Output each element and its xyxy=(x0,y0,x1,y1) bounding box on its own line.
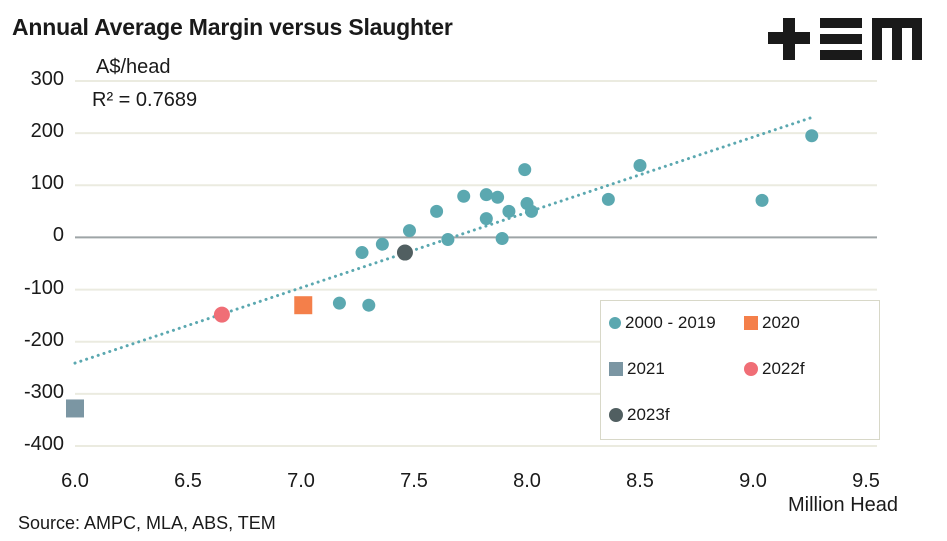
legend-item-2020: 2020 xyxy=(744,313,800,333)
data-point-2000-2019 xyxy=(633,158,647,172)
data-point-2000-2019 xyxy=(525,204,539,218)
data-point-2000-2019 xyxy=(479,212,493,226)
data-point-2000-2019 xyxy=(805,129,819,143)
x-tick-label: 9.5 xyxy=(852,470,880,492)
legend-marker-circle xyxy=(744,362,758,376)
data-point-2023f xyxy=(396,244,413,261)
y-tick-label: 300 xyxy=(30,68,64,90)
data-point-2000-2019 xyxy=(430,204,444,218)
legend-label: 2000 - 2019 xyxy=(625,313,716,332)
r-squared-annotation: R² = 0.7689 xyxy=(92,89,198,111)
data-point-2000-2019 xyxy=(332,296,346,310)
y-tick-label: -300 xyxy=(23,380,64,403)
y-tick-label: -100 xyxy=(23,276,64,299)
legend-item-2021: 2021 xyxy=(609,359,665,379)
x-tick-label: 7.5 xyxy=(400,470,428,492)
logo-e-mid xyxy=(820,34,862,44)
legend-item-2000-2019: 2000 - 2019 xyxy=(609,313,716,333)
legend-item-2023f: 2023f xyxy=(609,405,670,425)
logo-plus-vertical xyxy=(783,18,795,60)
legend-marker-circle xyxy=(609,408,623,422)
data-point-2000-2019 xyxy=(495,231,509,245)
trendline xyxy=(73,116,814,365)
legend-marker-square xyxy=(609,362,623,376)
x-tick-label: 9.0 xyxy=(739,470,767,492)
y-tick-label: -400 xyxy=(23,433,64,455)
legend-label: 2020 xyxy=(762,313,800,332)
data-point-2022f xyxy=(213,306,230,323)
data-point-2000-2019 xyxy=(518,163,532,177)
tem-logo-icon xyxy=(768,18,922,60)
data-point-2000-2019 xyxy=(362,298,376,312)
data-point-2000-2019 xyxy=(491,190,505,204)
data-point-2000-2019 xyxy=(441,233,455,247)
y-tick-label: 0 xyxy=(52,224,64,247)
chart-title: Annual Average Margin versus Slaughter xyxy=(12,14,453,40)
x-tick-label: 6.5 xyxy=(174,470,202,492)
x-tick-label: 6.0 xyxy=(61,470,89,492)
legend-label: 2022f xyxy=(762,359,805,378)
legend-marker-square xyxy=(744,316,758,330)
y-tick-label: -200 xyxy=(23,328,64,351)
logo-e-bottom xyxy=(820,50,862,60)
data-point-2021 xyxy=(66,399,84,418)
data-point-2000-2019 xyxy=(479,188,493,202)
x-tick-label: 8.5 xyxy=(626,470,654,492)
data-point-2000-2019 xyxy=(502,204,516,218)
legend: 2000 - 2019 2020 2021 2022f 2023f xyxy=(600,300,880,440)
legend-item-2022f: 2022f xyxy=(744,359,805,379)
y-tick-label: 100 xyxy=(30,172,64,195)
data-point-2000-2019 xyxy=(457,189,471,203)
y-axis-unit-label: A$/head xyxy=(96,56,171,78)
logo-m xyxy=(872,18,922,60)
data-point-2000-2019 xyxy=(601,192,615,206)
data-point-2020 xyxy=(294,296,313,315)
source-note: Source: AMPC, MLA, ABS, TEM xyxy=(18,513,276,533)
legend-marker-circle xyxy=(609,317,621,329)
y-tick-label: 200 xyxy=(30,120,64,143)
data-point-2000-2019 xyxy=(755,193,769,207)
x-tick-label: 8.0 xyxy=(513,470,541,492)
data-point-2000-2019 xyxy=(355,246,369,260)
legend-label: 2023f xyxy=(627,405,670,424)
x-axis-label: Million Head xyxy=(788,494,899,516)
logo-e-top xyxy=(820,18,862,28)
data-point-2000-2019 xyxy=(375,237,389,251)
x-tick-label: 7.0 xyxy=(287,470,315,492)
legend-label: 2021 xyxy=(627,359,665,378)
data-point-2000-2019 xyxy=(402,224,416,238)
